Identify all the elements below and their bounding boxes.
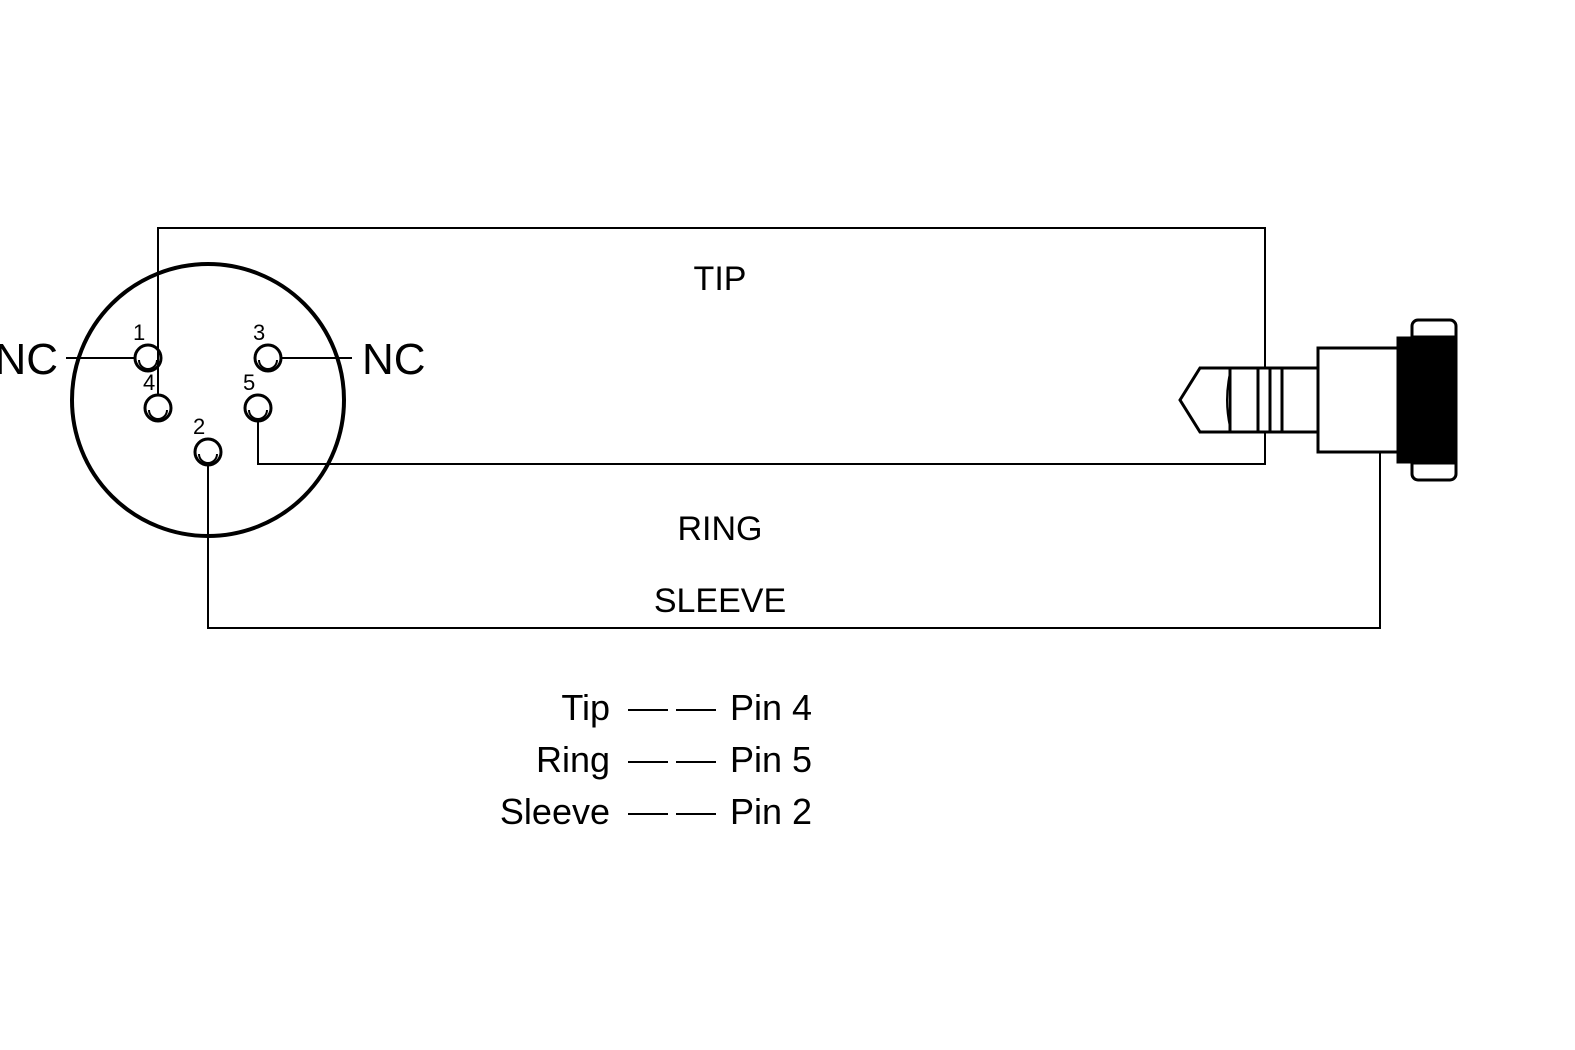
ring-label: RING: [678, 510, 763, 548]
pin-5-number: 5: [243, 370, 255, 395]
din-pin-2: 2: [193, 414, 221, 465]
nc-left-label: NC: [0, 335, 58, 384]
trs-plug: [1180, 320, 1456, 480]
mapping-1-left: Ring: [536, 739, 610, 780]
wire-tip: TIP: [158, 228, 1265, 395]
din-pin-5: 5: [243, 370, 271, 421]
nc-stubs: NC NC: [0, 335, 426, 384]
mapping-2-left: Sleeve: [500, 791, 610, 832]
pin-1-number: 1: [133, 320, 145, 345]
wire-ring: RING: [258, 421, 1265, 548]
mapping-0-right: Pin 4: [730, 687, 812, 728]
nc-right-label: NC: [362, 335, 426, 384]
mapping-2-right: Pin 2: [730, 791, 812, 832]
mapping-0-left: Tip: [561, 687, 610, 728]
din-pin-3: 3: [253, 320, 281, 371]
pin-3-number: 3: [253, 320, 265, 345]
pin-4-number: 4: [143, 370, 155, 395]
mapping-legend: Tip Pin 4 Ring Pin 5 Sleeve Pin 2: [500, 687, 812, 832]
wiring-diagram: 1 3 4 5 2 NC NC: [0, 0, 1575, 1050]
sleeve-label: SLEEVE: [654, 582, 786, 620]
mapping-1-right: Pin 5: [730, 739, 812, 780]
din-pin-1: 1: [133, 320, 161, 371]
wire-sleeve: SLEEVE: [208, 452, 1380, 628]
tip-label: TIP: [694, 260, 747, 298]
pin-2-number: 2: [193, 414, 205, 439]
